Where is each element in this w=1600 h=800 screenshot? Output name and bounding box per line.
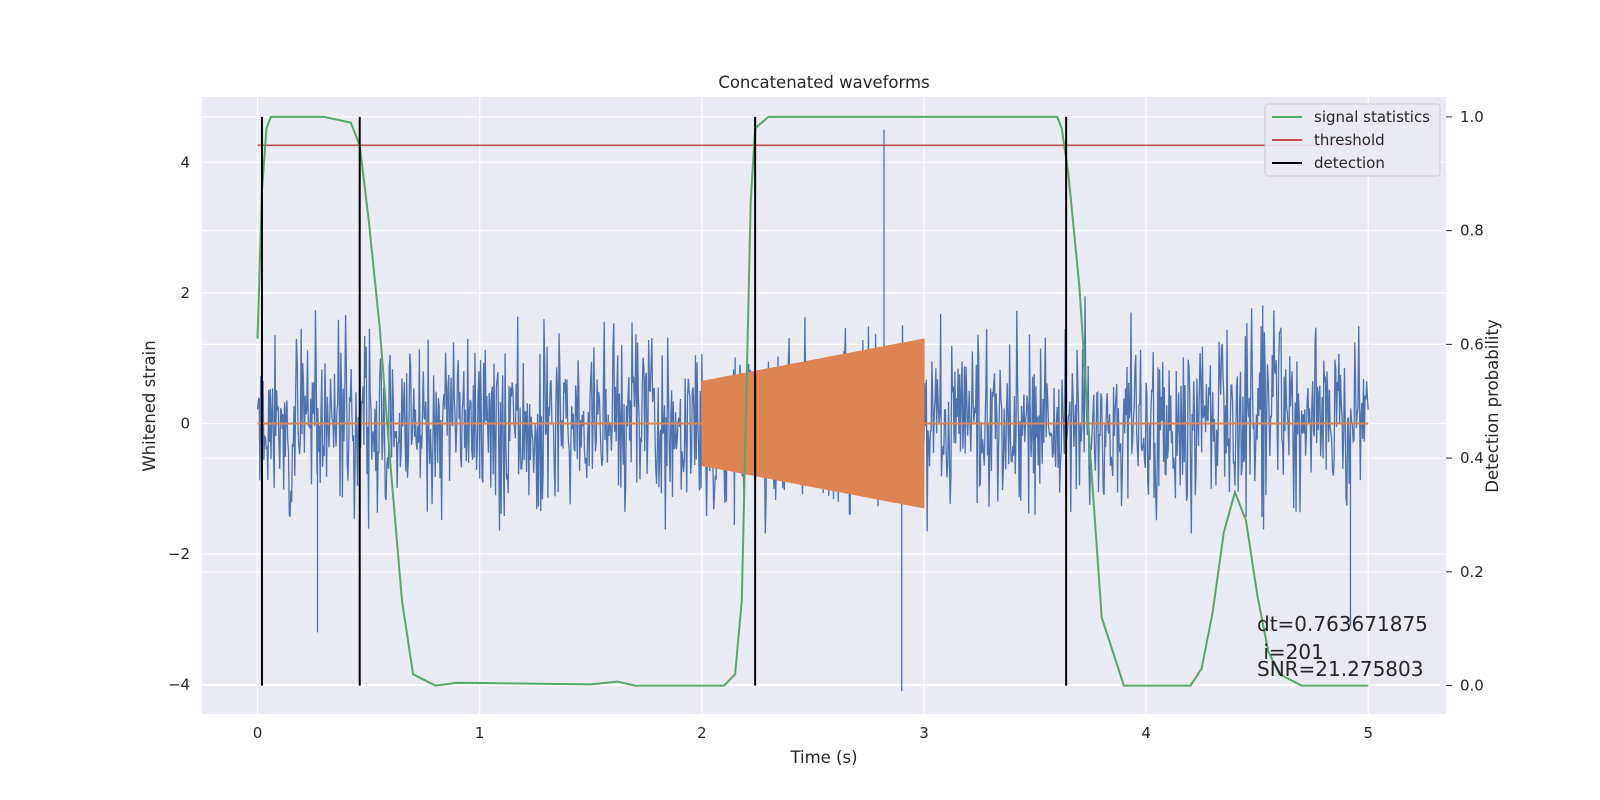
y-axis-label-right: Detection probability xyxy=(1483,319,1502,493)
x-tick-label: 1 xyxy=(475,724,485,742)
x-tick-label: 2 xyxy=(697,724,707,742)
template-series xyxy=(257,338,1369,509)
chart-title: Concatenated waveforms xyxy=(718,73,929,92)
y-tick-label: 2 xyxy=(180,284,190,302)
axes: 0 1 2 3 4 5 −4 −2 0 2 4 0.0 0.2 0.4 0.6 0.8 1.0 xyxy=(168,108,1484,742)
y-axis-label: Whitened strain xyxy=(140,340,159,471)
y-right-tick-label: 0.4 xyxy=(1460,449,1484,467)
annotation-dt: dt=0.763671875 xyxy=(1257,612,1428,636)
annotation-index: i=201 xyxy=(1257,640,1324,664)
y-right-tick-label: 0.8 xyxy=(1460,222,1484,240)
y-right-tick-label: 0.2 xyxy=(1460,563,1484,581)
x-tick-label: 0 xyxy=(253,724,263,742)
annotations: dt=0.763671875 i=201 SNR=21.275803 xyxy=(1257,612,1428,681)
y-right-tick-label: 0.6 xyxy=(1460,335,1484,353)
x-axis-label: Time (s) xyxy=(789,748,857,767)
template-chirp xyxy=(701,338,925,509)
y-right-tick-label: 0.0 xyxy=(1460,677,1484,695)
y-tick-label: −4 xyxy=(168,676,190,694)
signal-statistics-series xyxy=(256,115,1369,687)
y-tick-label: −2 xyxy=(168,545,190,563)
legend-label-threshold: threshold xyxy=(1314,131,1385,149)
legend-label-signal-statistics: signal statistics xyxy=(1314,108,1430,126)
detection-series xyxy=(260,116,1068,686)
legend-label-detection: detection xyxy=(1314,154,1385,172)
annotation-snr: SNR=21.275803 xyxy=(1257,657,1423,681)
legend-box xyxy=(1264,103,1441,177)
x-tick-label: 3 xyxy=(919,724,929,742)
y-tick-label: 4 xyxy=(180,153,190,171)
x-tick-label: 4 xyxy=(1141,724,1151,742)
y-tick-label: 0 xyxy=(180,414,190,432)
x-tick-label: 5 xyxy=(1363,724,1373,742)
legend: signal statistics threshold detection xyxy=(1264,103,1441,177)
signal-statistics-line xyxy=(256,115,1369,687)
y-right-tick-label: 1.0 xyxy=(1460,108,1484,126)
